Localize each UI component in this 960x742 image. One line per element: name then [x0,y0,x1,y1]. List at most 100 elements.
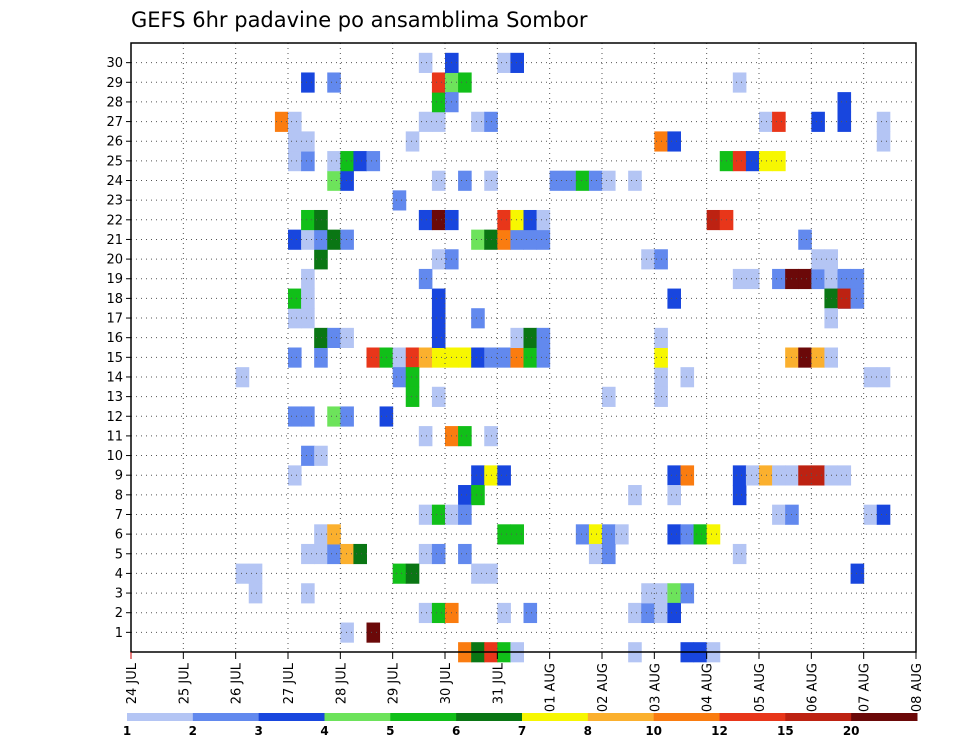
legend-swatch [456,713,523,721]
precip-cell [340,406,354,427]
x-tick-label: 24 JUL [125,662,140,704]
precip-cell [798,465,812,486]
precip-cell [314,249,328,270]
precip-cell [301,543,315,565]
precip-cell [301,583,315,604]
precip-cell [588,170,603,191]
precip-cell [431,92,446,113]
precip-cell [876,111,891,132]
y-tick-label: 16 [106,331,123,346]
precip-cell [602,386,616,407]
precip-cell [418,209,433,231]
precip-cell [405,131,420,152]
precip-cell [327,229,341,250]
precip-cell [772,111,786,132]
precip-cell [510,209,524,231]
precip-cell [811,465,825,486]
precip-cell [602,170,616,191]
precip-cell [288,465,302,486]
precip-cell [510,52,524,73]
x-tick-label: 06 AUG [805,663,820,712]
y-tick-label: 8 [115,488,123,503]
precip-cell [431,347,446,368]
plot-frame [130,42,917,653]
legend-swatch [587,713,655,721]
y-tick-label: 7 [115,508,123,523]
precip-cell [497,602,511,624]
x-tick-label: 30 JUL [439,662,454,704]
y-tick-label: 13 [106,390,123,405]
legend-swatch [324,713,391,721]
precip-cell [680,583,695,604]
legend-swatch [390,713,457,721]
precip-cell [850,563,865,584]
precip-cell [431,386,446,407]
precip-cell [575,170,590,191]
precip-cell [510,327,524,348]
legend-tick-label: 1 [123,724,131,738]
precip-cell [431,308,446,329]
precip-cell [811,249,825,270]
precip-cell [314,524,328,545]
y-tick-label: 18 [106,292,123,307]
precip-cell [314,543,328,565]
precip-cell [497,52,511,73]
precip-cell [876,504,891,525]
x-tick-label: 04 AUG [701,663,716,712]
x-tick-label: 28 JUL [334,662,349,704]
precip-cell [628,170,642,191]
precip-cell [458,543,472,565]
precip-cell [680,367,695,388]
precip-cell [863,367,878,388]
precip-cell [471,563,485,584]
precip-cell [418,543,433,565]
precip-cell [301,131,315,152]
precip-cell [366,151,381,172]
precip-cell [602,524,616,545]
precip-cell [811,347,825,368]
x-tick-label: 26 JUL [230,662,245,704]
precip-cell [706,209,721,231]
precip-cell [497,465,511,486]
precip-cell [301,445,315,466]
x-tick-label: 08 AUG [910,663,925,712]
precip-cell [732,151,747,172]
precip-cell [288,151,302,172]
legend-tick-label: 5 [386,724,394,738]
precip-cell [327,406,341,427]
precip-cell [772,465,786,486]
y-tick-label: 3 [115,587,123,602]
precip-cell [837,268,852,290]
y-tick-label: 1 [115,626,123,641]
precip-cell [562,170,577,191]
precip-cell [732,268,747,290]
y-tick-label: 2 [115,606,123,621]
precip-cell [327,151,341,172]
y-tick-label: 22 [106,213,123,228]
precip-cell [431,209,446,231]
precip-cell [471,308,485,329]
y-tick-label: 30 [106,56,123,71]
precip-cell [510,229,524,250]
precip-cell [458,485,472,506]
x-tick-label: 29 JUL [387,662,402,704]
precip-cell [667,524,681,545]
y-tick-label: 21 [106,233,123,248]
legend-swatch [851,713,918,721]
precip-cell [745,465,760,486]
precip-cell [641,602,655,624]
precip-cell [418,426,433,447]
precip-cell [418,347,433,368]
y-tick-label: 4 [115,567,123,582]
precip-cell [798,229,812,250]
precipitation-cells [235,52,891,663]
precip-cell [772,504,786,525]
precip-cell [536,347,551,368]
precip-cell [340,229,354,250]
precip-cell [497,347,511,368]
precip-cell [431,72,446,93]
precip-cell [523,209,538,231]
precip-cell [667,288,681,309]
x-tick-label: 25 JUL [177,662,192,704]
